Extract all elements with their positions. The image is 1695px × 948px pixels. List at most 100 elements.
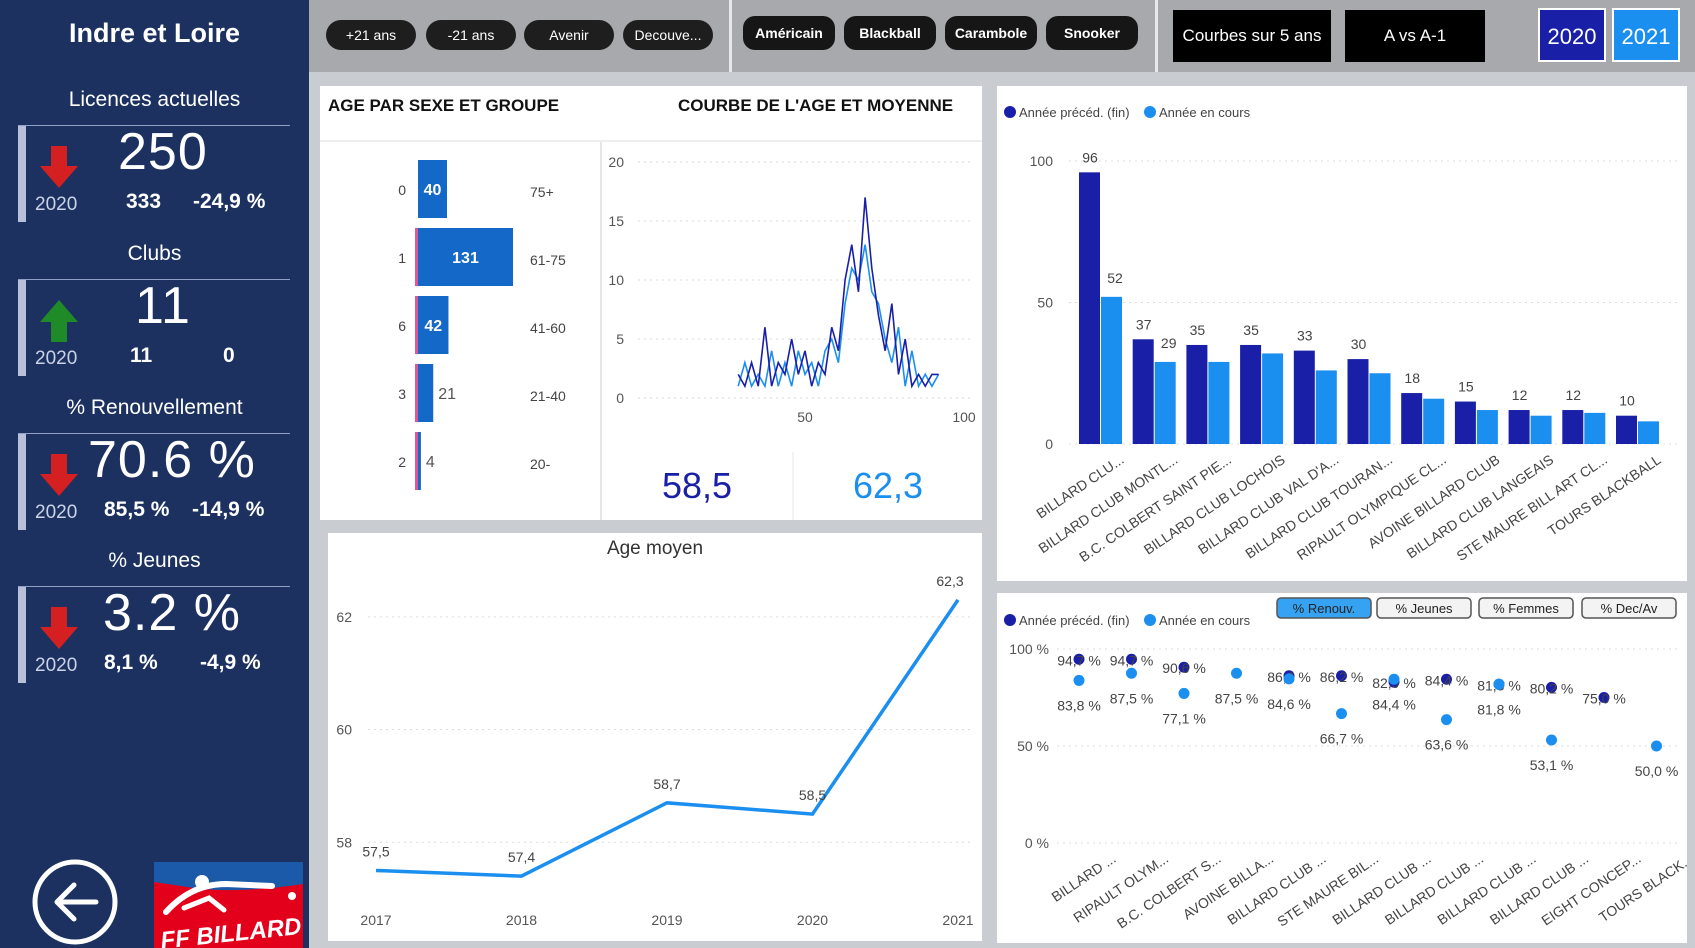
metric-tab-label: % Dec/Av: [1601, 601, 1658, 616]
club-bar-prev[interactable]: [1401, 393, 1423, 444]
club-pct-point-cur[interactable]: [1231, 667, 1242, 679]
x-tick-label: 2019: [651, 912, 682, 928]
club-bar-cur[interactable]: [1208, 361, 1230, 444]
filter-age-button[interactable]: -21 ans: [426, 20, 516, 50]
filter-age-button[interactable]: Avenir: [524, 20, 614, 50]
club-pct-value-label: 87,5 %: [1110, 690, 1154, 706]
club-bar-value-label: 10: [1619, 393, 1635, 409]
club-pct-point-prev[interactable]: [1126, 653, 1137, 665]
metric-tab-label: % Jeunes: [1395, 601, 1453, 616]
age-group-value-label: 4: [426, 454, 435, 471]
club-bar-cur[interactable]: [1638, 421, 1659, 444]
club-bar-cur[interactable]: [1262, 353, 1284, 444]
club-bar-cur[interactable]: [1530, 415, 1552, 444]
club-bar-prev[interactable]: [1293, 350, 1315, 444]
kpi-value: 250: [118, 123, 208, 181]
age-panel: AGE PAR SEXE ET GROUPE COURBE DE L'AGE E…: [320, 86, 982, 520]
club-pct-value-label: 94,7 %: [1057, 652, 1101, 668]
club-pct-point-cur[interactable]: [1388, 673, 1400, 685]
age-moyen-value-label: 58,5: [799, 787, 826, 803]
club-bar-cur[interactable]: [1423, 398, 1445, 444]
kpi-year: 2020: [35, 194, 78, 215]
club-bar-cur[interactable]: [1101, 296, 1122, 444]
metric-tab-button[interactable]: % Dec/Av: [1581, 597, 1677, 619]
trend-down-arrow-icon: [40, 607, 78, 649]
club-bar-value-label: 96: [1082, 149, 1098, 165]
club-pct-point-cur[interactable]: [1336, 708, 1347, 720]
filter-game-button[interactable]: Blackball: [844, 16, 936, 50]
club-pct-point-cur[interactable]: [1178, 687, 1190, 699]
chart-legend: Année précéd. (fin) Année en cours: [1004, 105, 1251, 120]
club-pct-point-prev[interactable]: [1073, 653, 1085, 665]
club-pct-value-label: 94,7 %: [1110, 652, 1154, 668]
y-tick-label: 5: [616, 331, 624, 347]
club-pct-point-cur[interactable]: [1651, 740, 1662, 752]
filter-game-button[interactable]: Américain: [743, 16, 835, 50]
filter-age-button[interactable]: Decouve...: [623, 20, 713, 50]
metric-tab-button[interactable]: % Jeunes: [1376, 597, 1472, 619]
age-group-value-label: 21: [438, 386, 456, 403]
age-group-female-label: 1: [398, 250, 406, 266]
club-pct-point-cur[interactable]: [1283, 673, 1295, 685]
kpi-card: 250 2020 333 -24,9 %: [18, 123, 290, 222]
age-group-category-label: 21-40: [530, 388, 566, 404]
view-a-vs-a1-button[interactable]: A vs A-1: [1345, 10, 1485, 62]
kpi-previous: 8,1 %: [104, 651, 158, 674]
club-pct-point-prev[interactable]: [1546, 681, 1557, 693]
club-bar-cur[interactable]: [1584, 412, 1606, 444]
kpi-divider: [18, 279, 290, 280]
year-button-2020[interactable]: 2020: [1538, 8, 1606, 62]
club-bar-prev[interactable]: [1186, 344, 1208, 444]
x-tick-label: 2017: [360, 912, 391, 928]
club-pct-point-cur[interactable]: [1441, 714, 1452, 726]
filter-game-button[interactable]: Carambole: [945, 16, 1037, 50]
view-5-years-button[interactable]: Courbes sur 5 ans: [1173, 10, 1331, 62]
year-button-2021[interactable]: 2021: [1612, 8, 1680, 62]
club-pct-value-label: 50,0 %: [1635, 763, 1679, 779]
toolbar-separator: [1155, 0, 1158, 72]
age-group-female-label: 6: [398, 318, 406, 334]
club-bar-prev[interactable]: [1240, 344, 1262, 444]
club-bar-prev[interactable]: [1616, 415, 1637, 444]
club-pct-point-cur[interactable]: [1546, 734, 1557, 746]
club-pct-point-cur[interactable]: [1126, 667, 1137, 679]
club-bar-prev[interactable]: [1079, 172, 1100, 444]
kpi-title: % Renouvellement: [66, 396, 243, 419]
age-group-female-label: 0: [398, 182, 406, 198]
kpi-card: 70.6 % 2020 85,5 % -14,9 %: [18, 431, 290, 530]
kpi-accent-bar: [18, 434, 26, 530]
kpi-value: 70.6 %: [88, 431, 256, 489]
back-arrow-icon[interactable]: [30, 857, 120, 947]
club-pct-value-label: 87,5 %: [1215, 690, 1259, 706]
club-pct-point-prev[interactable]: [1441, 673, 1452, 685]
club-bar-cur[interactable]: [1154, 361, 1176, 444]
filter-age-button[interactable]: +21 ans: [326, 20, 416, 50]
club-bar-cur[interactable]: [1315, 370, 1337, 444]
club-pct-point-prev[interactable]: [1598, 692, 1610, 703]
kpi-title: % Jeunes: [108, 549, 201, 572]
metric-tab-button[interactable]: % Femmes: [1478, 597, 1574, 619]
metric-tab-label: % Renouv.: [1293, 601, 1356, 616]
age-curve-series-line: [737, 197, 939, 389]
metric-tab-button[interactable]: % Renouv.: [1276, 597, 1372, 619]
x-tick-label: 100: [952, 409, 976, 425]
club-pct-point-cur[interactable]: [1493, 678, 1505, 690]
age-groups-chart: 0 40 75+ 1 131 61-75 6 42 41-60 3 21 21-40 2 4 20-: [398, 160, 566, 490]
club-pct-point-prev[interactable]: [1178, 661, 1190, 673]
club-bar-prev[interactable]: [1132, 339, 1154, 444]
legend-label: Année précéd. (fin): [1019, 105, 1130, 120]
club-bar-cur[interactable]: [1476, 410, 1498, 444]
filter-game-button[interactable]: Snooker: [1046, 16, 1138, 50]
kpi-card: 3.2 % 2020 8,1 % -4,9 %: [18, 584, 290, 683]
club-bar-cur[interactable]: [1369, 373, 1391, 444]
billiard-player-icon: FF BILLARD: [154, 862, 303, 948]
x-tick-label: 2021: [942, 912, 973, 928]
club-bar-prev[interactable]: [1347, 359, 1369, 444]
club-pct-point-prev[interactable]: [1336, 670, 1347, 682]
club-bar-prev[interactable]: [1562, 410, 1584, 444]
club-pct-point-cur[interactable]: [1073, 674, 1085, 686]
age-group-female-bar: [415, 432, 418, 490]
club-bar-prev[interactable]: [1508, 410, 1530, 444]
club-bar-prev[interactable]: [1454, 401, 1476, 444]
age-group-category-label: 75+: [530, 184, 554, 200]
